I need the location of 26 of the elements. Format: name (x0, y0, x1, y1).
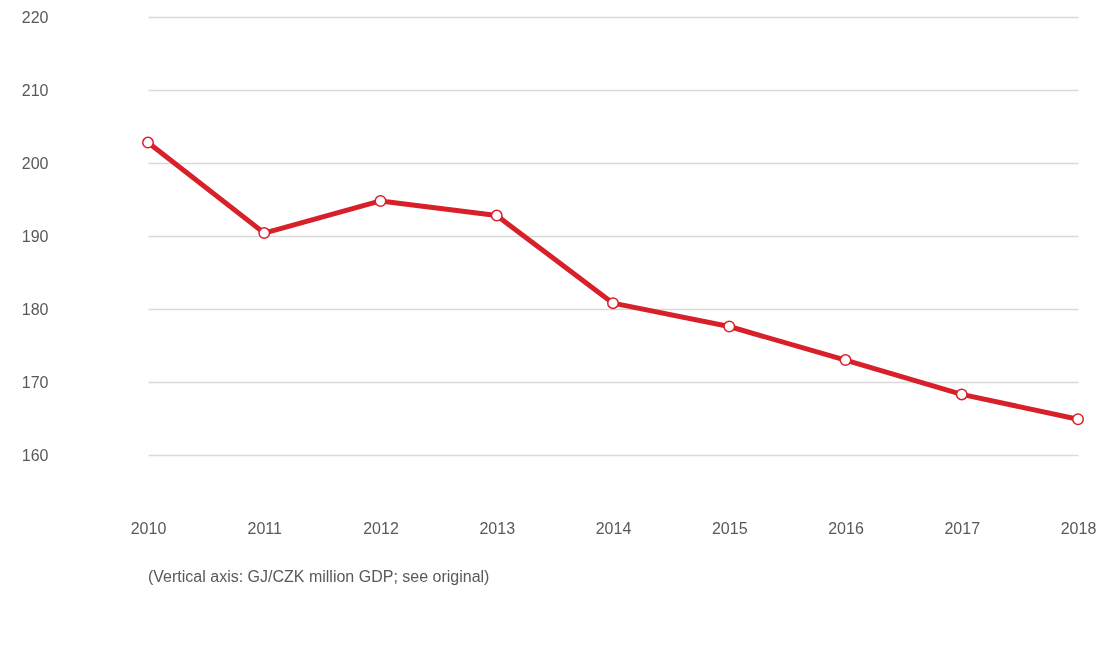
x-tick-label: 2013 (479, 519, 516, 537)
x-tick-label: 2018 (1060, 519, 1097, 537)
y-tick-label: 160 (21, 446, 49, 464)
y-tick-label: 210 (21, 81, 49, 99)
point (955, 388, 968, 401)
x-tick-label: 2015 (711, 519, 748, 537)
x-tick-label: 2011 (247, 519, 283, 537)
y-tick-label: 200 (21, 154, 49, 172)
point (1072, 413, 1084, 426)
x-tick-label: 2010 (130, 519, 167, 537)
y-tick-label: 170 (21, 373, 49, 391)
point (723, 320, 736, 333)
point (607, 297, 619, 310)
x-tick-label: 2012 (363, 519, 399, 537)
x-tick-label: 2014 (595, 519, 632, 537)
point (374, 194, 387, 207)
text: (Vertical axis: GJ/CZK million GDP; see original) (148, 568, 490, 586)
point (258, 227, 271, 240)
y-tick-label: 190 (21, 227, 49, 245)
y-tick-label: 180 (21, 300, 49, 318)
x-tick-label: 2016 (828, 519, 864, 537)
point (490, 209, 503, 222)
y-tick-label: 220 (21, 8, 49, 26)
point (142, 136, 154, 149)
point (839, 354, 852, 367)
x-tick-label: 2017 (944, 519, 981, 537)
